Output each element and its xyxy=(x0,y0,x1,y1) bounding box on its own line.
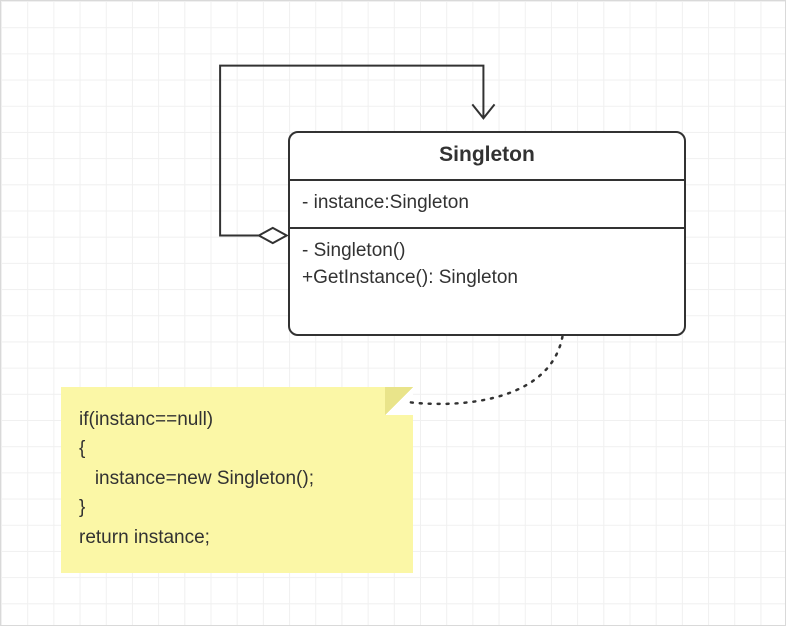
diagram-content: Singleton - instance:Singleton - Singlet… xyxy=(1,1,785,625)
uml-class-title: Singleton xyxy=(290,133,684,181)
aggregation-diamond xyxy=(259,228,287,243)
note-anchor-line xyxy=(411,334,563,404)
association-arrowhead xyxy=(472,104,494,118)
diagram-frame: Singleton - instance:Singleton - Singlet… xyxy=(0,0,786,626)
note-line: if(instanc==null) xyxy=(79,405,397,434)
uml-operation-line: +GetInstance(): Singleton xyxy=(302,264,672,292)
note-body: if(instanc==null){ instance=new Singleto… xyxy=(79,405,397,552)
note-fold-corner xyxy=(385,387,413,415)
uml-operation-line: - Singleton() xyxy=(302,237,672,265)
uml-operations: - Singleton()+GetInstance(): Singleton xyxy=(290,229,684,302)
note-line: } xyxy=(79,493,397,522)
code-note: if(instanc==null){ instance=new Singleto… xyxy=(61,387,413,573)
note-line: { xyxy=(79,434,397,463)
uml-class-singleton: Singleton - instance:Singleton - Singlet… xyxy=(288,131,686,336)
uml-attributes: - instance:Singleton xyxy=(290,181,684,229)
uml-attribute-line: - instance:Singleton xyxy=(302,189,672,217)
note-line: instance=new Singleton(); xyxy=(79,464,397,493)
note-line: return instance; xyxy=(79,523,397,552)
